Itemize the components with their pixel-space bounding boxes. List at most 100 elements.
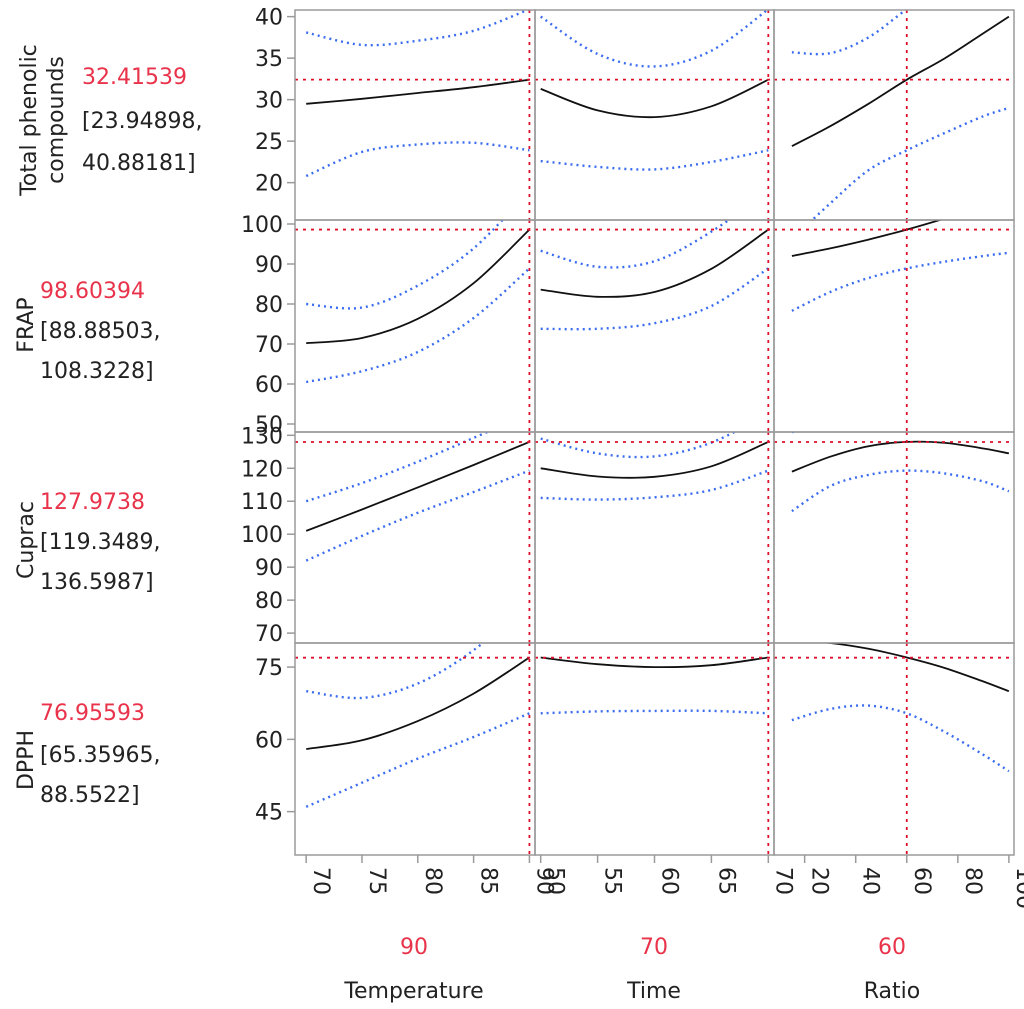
prediction-line	[540, 228, 769, 298]
y-axis-2: 50 60 70 80 90 100	[241, 213, 295, 438]
y-tick-label: 75	[255, 656, 283, 681]
cell-plot-area	[774, 10, 1014, 220]
profile-cell-3-1	[294, 431, 536, 644]
cell-plot-area	[774, 432, 1014, 643]
response-current-value: 76.95593	[40, 701, 145, 726]
response-confidence-interval-low: [88.88503,	[40, 319, 161, 344]
response-name: DPPH	[14, 730, 39, 790]
factor-name: Time	[626, 979, 681, 1004]
profile-cell-2-2	[534, 219, 775, 433]
prediction-line	[540, 441, 769, 479]
response-total-phenolic-compounds: Total phenolic compounds 32.41539 [23.94…	[17, 44, 203, 197]
y-tick-label: 80	[255, 589, 283, 614]
prediction-line	[306, 656, 530, 750]
response-current-value: 127.9738	[40, 490, 145, 515]
cell-plot-area	[535, 10, 774, 220]
confidence-upper-line	[306, 220, 505, 310]
factor-temperature: 90 Temperature	[343, 935, 483, 1004]
confidence-lower-line	[305, 712, 530, 808]
y-tick-label: 130	[241, 424, 283, 449]
response-confidence-interval-high: 136.5987]	[40, 570, 154, 595]
confidence-lower-line	[540, 149, 769, 171]
confidence-lower-line	[540, 469, 769, 501]
prediction-line	[306, 228, 531, 345]
y-tick-label: 60	[255, 728, 283, 753]
x-tick-label: 65	[713, 867, 738, 895]
confidence-upper-line	[306, 643, 485, 700]
y-tick-label: 60	[255, 373, 283, 398]
factor-current-value[interactable]: 60	[878, 935, 906, 960]
y-tick-label: 45	[255, 801, 283, 826]
x-tick-label: 70	[770, 867, 795, 895]
factor-current-value[interactable]: 90	[400, 935, 428, 960]
y-axis-3: 70 80 90 100 110 120 130	[241, 424, 295, 647]
y-tick-label: 90	[255, 253, 283, 278]
confidence-lower-line	[305, 469, 530, 562]
x-tick-label: 40	[858, 867, 883, 895]
confidence-upper-line	[540, 10, 770, 68]
prediction-line	[791, 15, 1010, 147]
response-current-value: 98.60394	[40, 279, 145, 304]
profile-cell-3-3	[773, 431, 1015, 644]
x-tick-label: 80	[420, 867, 445, 895]
prediction-line	[540, 78, 769, 119]
confidence-upper-line	[540, 432, 737, 459]
response-name-line-1: Total phenolic	[17, 44, 42, 197]
y-tick-label: 80	[255, 293, 283, 318]
profile-cell-1-1	[294, 9, 536, 221]
factor-name: Ratio	[864, 979, 920, 1004]
factor-current-value[interactable]: 70	[640, 935, 668, 960]
prediction-line	[791, 440, 1010, 473]
confidence-lower-line	[540, 267, 769, 331]
x-tick-label: 90	[531, 867, 556, 895]
confidence-upper-line	[541, 602, 769, 624]
cell-frame	[534, 431, 775, 644]
response-cuprac: Cuprac 127.9738 [119.3489, 136.5987]	[14, 490, 161, 595]
cell-frame	[773, 9, 1015, 221]
response-confidence-interval-high: 108.3228]	[40, 359, 154, 384]
confidence-upper-line	[540, 220, 731, 269]
x-tick-label: 60	[909, 867, 934, 895]
confidence-lower-line	[791, 469, 1010, 513]
confidence-lower-line	[791, 704, 1010, 773]
confidence-upper-line	[792, 561, 1009, 611]
x-tick-label: 85	[476, 867, 501, 895]
y-tick-label: 50	[255, 413, 283, 438]
y-tick-label: 20	[255, 172, 283, 197]
cell-plot-area	[535, 602, 774, 855]
cell-plot-area	[774, 561, 1014, 855]
confidence-lower-line	[540, 709, 769, 715]
cell-frame	[294, 219, 536, 433]
y-tick-label: 70	[255, 333, 283, 358]
y-tick-label: 100	[241, 523, 283, 548]
x-tick-label: 100	[1011, 867, 1024, 909]
y-tick-label: 30	[255, 89, 283, 114]
confidence-upper-line	[791, 10, 908, 56]
response-confidence-interval-high: 40.88181]	[82, 151, 196, 176]
response-name: FRAP	[14, 297, 39, 352]
y-axis-1: 20 25 30 35 40	[255, 6, 295, 197]
confidence-lower-line	[305, 267, 531, 384]
cell-frame	[294, 9, 536, 221]
prediction-line	[540, 656, 769, 669]
x-axis-3: 20 40 60 80 100	[803, 855, 1024, 909]
profile-cell-2-1	[294, 219, 536, 433]
confidence-upper-line	[305, 10, 530, 47]
y-tick-label: 120	[241, 457, 283, 482]
profile-cell-4-2	[534, 602, 775, 856]
response-confidence-interval-low: [65.35965,	[40, 743, 161, 768]
x-tick-label: 55	[600, 867, 625, 895]
profile-cell-3-2	[534, 431, 775, 644]
prediction-line	[306, 78, 530, 105]
profile-cell-2-3	[773, 219, 1015, 433]
response-name: Cuprac	[14, 501, 39, 579]
prediction-line	[819, 643, 1010, 693]
y-tick-label: 110	[241, 490, 283, 515]
x-tick-label: 75	[364, 867, 389, 895]
response-confidence-interval-low: [119.3489,	[40, 530, 161, 555]
profile-cell-1-3	[773, 9, 1015, 221]
y-tick-label: 90	[255, 556, 283, 581]
x-tick-label: 70	[308, 867, 333, 895]
factor-name: Temperature	[343, 979, 483, 1004]
